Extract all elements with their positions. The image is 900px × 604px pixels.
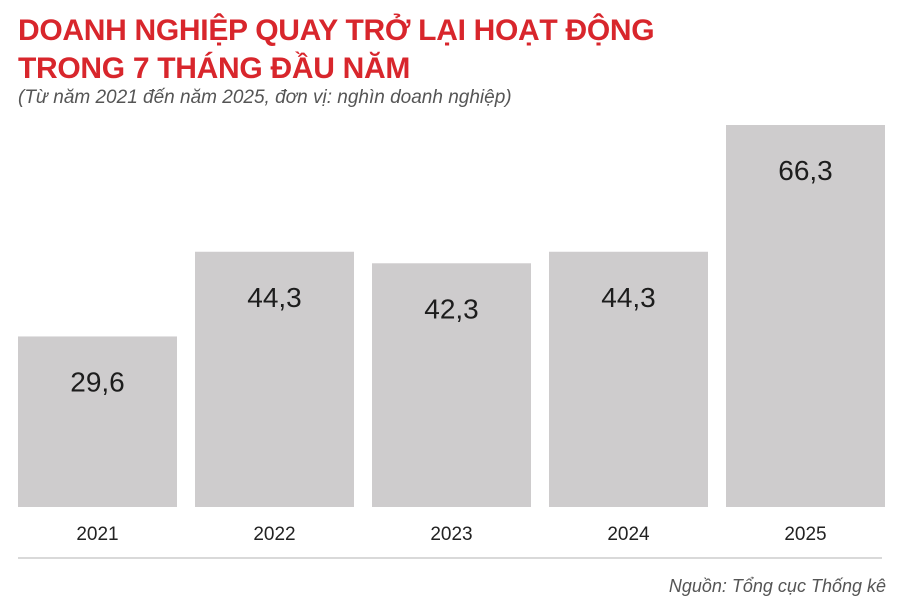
data-label-2023: 42,3 <box>424 293 479 324</box>
chart-title-line-1: DOANH NGHIỆP QUAY TRỞ LẠI HOẠT ĐỘNG <box>18 14 655 47</box>
chart-title-line-2: TRONG 7 THÁNG ĐẦU NĂM <box>18 52 411 85</box>
chart-subtitle: (Từ năm 2021 đến năm 2025, đơn vị: nghìn… <box>18 87 512 108</box>
bar-chart: 29,6 2021 44,3 2022 42,3 2023 44,3 2024 66,3 2025 <box>18 125 885 559</box>
bar-2023 <box>372 263 531 507</box>
x-tick-label-2022: 2022 <box>253 524 295 545</box>
bar-2024 <box>549 251 708 507</box>
x-tick-label-2021: 2021 <box>76 524 118 545</box>
data-label-2022: 44,3 <box>247 282 302 313</box>
bar-2021 <box>18 336 177 507</box>
x-tick-label-2023: 2023 <box>430 524 472 545</box>
bar-2022 <box>195 251 354 507</box>
data-label-2025: 66,3 <box>778 155 833 186</box>
bar-2025 <box>726 125 885 507</box>
chart-title: DOANH NGHIỆP QUAY TRỞ LẠI HOẠT ĐỘNG TRON… <box>18 12 878 88</box>
source-note: Nguồn: Tổng cục Thống kê <box>668 576 886 596</box>
x-tick-label-2025: 2025 <box>784 524 826 545</box>
data-label-2021: 29,6 <box>70 366 125 397</box>
data-label-2024: 44,3 <box>601 282 656 313</box>
x-tick-label-2024: 2024 <box>607 524 650 545</box>
